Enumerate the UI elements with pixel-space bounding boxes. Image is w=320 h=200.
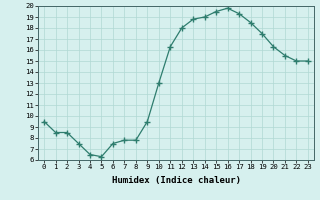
X-axis label: Humidex (Indice chaleur): Humidex (Indice chaleur) [111,176,241,185]
